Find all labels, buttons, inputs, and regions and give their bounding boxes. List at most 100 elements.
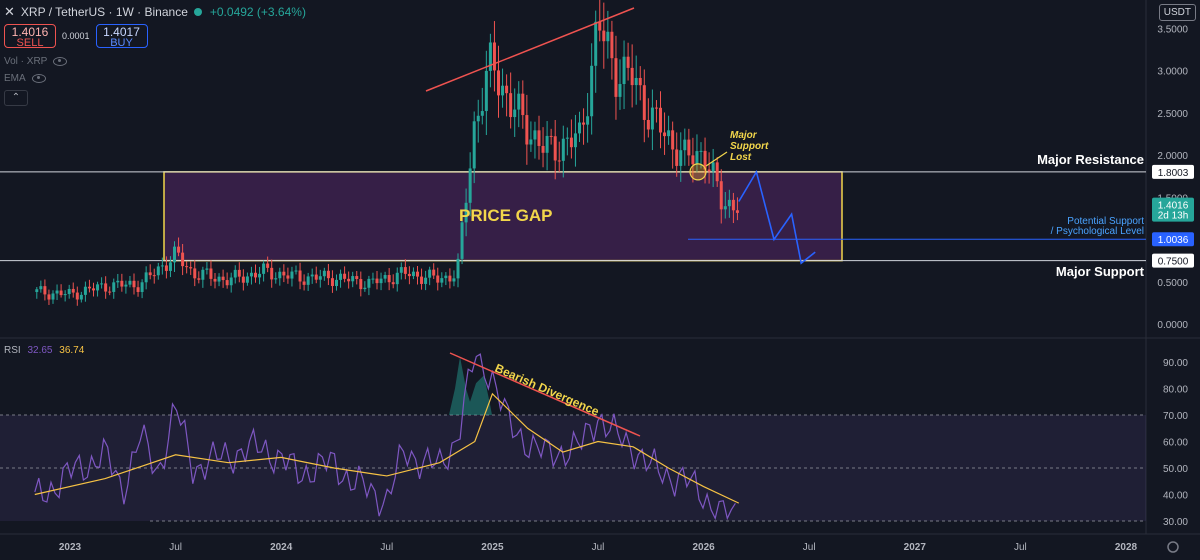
time-tick-label: 2026	[692, 542, 715, 553]
current-price-badge-bg	[1152, 197, 1194, 222]
candle-body	[274, 278, 278, 280]
buy-price: 1.4017	[103, 25, 140, 39]
candle-body	[460, 222, 464, 259]
candle-body	[719, 181, 723, 210]
ema-indicator-label: EMA	[4, 73, 26, 84]
candle-body	[339, 273, 343, 280]
candle-body	[509, 93, 513, 118]
symbol-title[interactable]: XRP / TetherUS · 1W · Binance	[20, 5, 188, 19]
candle-body	[407, 273, 411, 277]
annotation-line: Lost	[730, 152, 752, 163]
projection-path	[738, 169, 816, 265]
candle-body	[610, 31, 614, 59]
candle-body	[51, 293, 55, 300]
candle-body	[290, 271, 294, 279]
candle-body	[286, 275, 290, 279]
candle-body	[582, 122, 586, 125]
volume-indicator[interactable]: Vol · XRP	[4, 56, 68, 67]
divergence-trendline	[449, 352, 641, 437]
candle-body	[541, 145, 545, 153]
candle-body	[128, 280, 132, 285]
trade-panel: 1.4016 SELL 0.0001 1.4017 BUY	[4, 24, 148, 49]
candle-body	[480, 111, 484, 116]
candle-body	[314, 274, 318, 280]
rsi-ma-value: 36.74	[59, 345, 85, 356]
candle-body	[565, 137, 569, 139]
candle-body	[383, 275, 387, 279]
close-icon[interactable]: ✕	[4, 4, 15, 19]
candle-body	[715, 162, 719, 182]
candle-body	[67, 288, 71, 295]
price-tick-label: 0.5000	[1157, 278, 1188, 289]
candle-body	[71, 288, 75, 293]
candle-body	[691, 155, 695, 165]
candle-body	[586, 116, 590, 125]
candle-body	[363, 287, 367, 290]
rsi-line	[34, 353, 736, 521]
candle-body	[197, 278, 201, 280]
candle-body	[424, 277, 428, 284]
candle-body	[209, 268, 213, 279]
eye-off-icon[interactable]	[53, 57, 68, 66]
candle-body	[667, 130, 671, 137]
support-price-badge-bg	[1152, 253, 1194, 268]
candle-body	[513, 109, 517, 118]
candle-body	[695, 151, 699, 165]
time-tick-label: 2024	[270, 542, 293, 553]
spread-value: 0.0001	[62, 31, 90, 41]
candle-body	[55, 290, 59, 294]
candle-body	[75, 292, 79, 300]
rsi-tick-label: 60.00	[1163, 438, 1188, 449]
candle-body	[282, 271, 286, 276]
settings-icon[interactable]	[1167, 541, 1179, 553]
candle-body	[420, 276, 424, 284]
price-tick-label: 3.5000	[1157, 24, 1188, 35]
candle-body	[452, 278, 456, 282]
buy-button[interactable]: 1.4017 BUY	[95, 24, 148, 49]
candle-body	[387, 275, 391, 283]
candles-group	[35, 0, 739, 306]
candle-body	[416, 271, 419, 277]
candle-body	[468, 168, 472, 203]
psychological-price-badge: 1.0036	[1158, 235, 1189, 246]
candle-body	[650, 107, 654, 130]
sell-button[interactable]: 1.4016 SELL	[4, 24, 56, 49]
eye-off-icon[interactable]	[31, 74, 46, 83]
candle-body	[43, 286, 47, 295]
rising-trendline	[425, 7, 635, 92]
psychological-level-label: / Psychological Level	[1051, 226, 1144, 237]
time-tick-label: 2028	[1115, 542, 1138, 553]
candle-body	[525, 115, 529, 145]
candle-body	[249, 272, 253, 277]
time-tick-label: Jul	[1014, 542, 1027, 553]
candle-body	[727, 199, 731, 207]
candle-body	[140, 282, 144, 292]
candle-body	[545, 135, 549, 153]
price-tick-label: 3.0000	[1157, 67, 1188, 78]
candle-body	[723, 206, 727, 210]
candle-body	[306, 276, 310, 285]
rsi-label: RSI	[4, 345, 21, 356]
candle-body	[270, 267, 274, 280]
time-tick-label: Jul	[380, 542, 393, 553]
support-price-badge: 0.7500	[1158, 257, 1189, 268]
annotation-line: Support	[730, 141, 769, 152]
price-change: +0.0492 (+3.64%)	[209, 5, 306, 19]
currency-selector[interactable]: USDT	[1158, 4, 1196, 21]
ema-indicator[interactable]: EMA	[4, 73, 46, 84]
collapse-legend-button[interactable]: ⌃	[4, 90, 28, 106]
candle-body	[630, 67, 634, 86]
candle-body	[411, 271, 415, 277]
annotation-line: Major	[730, 130, 758, 141]
candle-body	[529, 139, 533, 145]
candle-body	[144, 272, 148, 283]
major-support-lost-label: Major Support Lost	[730, 130, 769, 163]
candle-body	[578, 122, 581, 134]
candle-body	[168, 262, 172, 271]
candle-body	[606, 31, 610, 42]
candle-body	[294, 270, 298, 272]
candle-body	[213, 278, 217, 282]
candle-body	[618, 84, 622, 97]
